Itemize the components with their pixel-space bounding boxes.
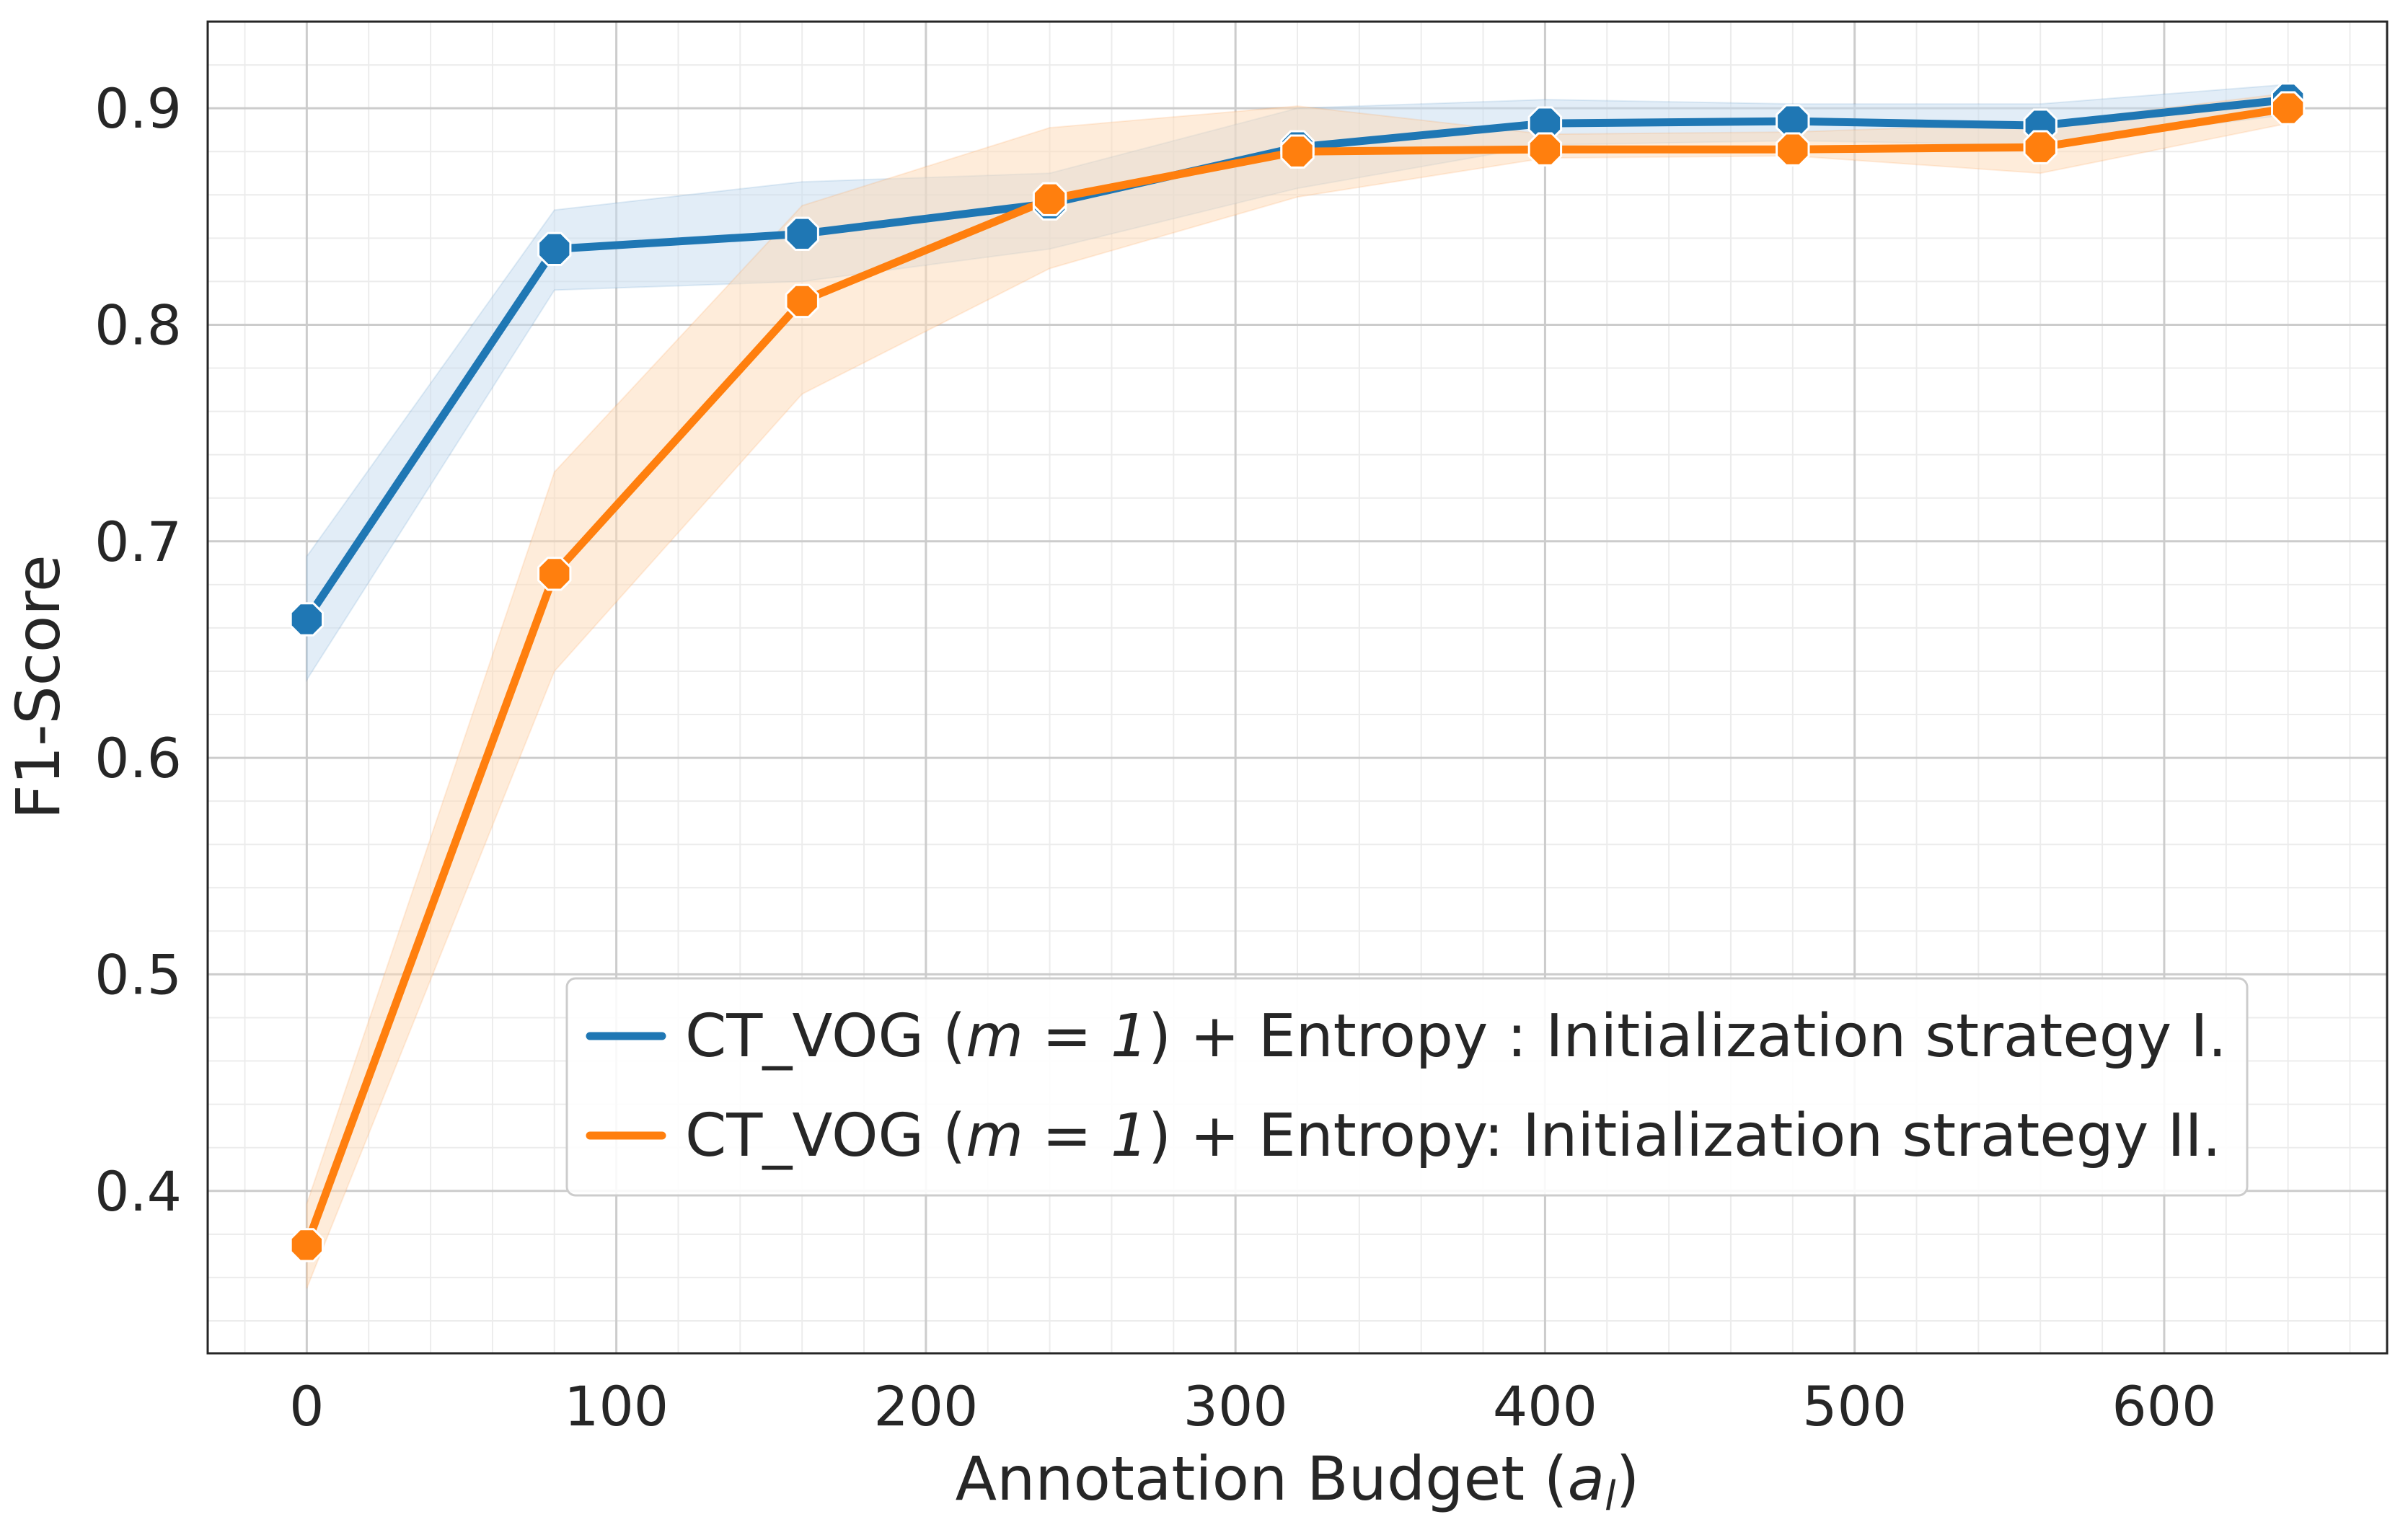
y-tick-label: 0.4 (94, 1159, 182, 1224)
x-tick-label: 0 (289, 1374, 324, 1438)
x-tick-label: 400 (1493, 1374, 1597, 1438)
data-point-series-1 (289, 602, 324, 637)
legend-box (565, 977, 2249, 1197)
y-tick-label: 0.6 (94, 726, 182, 790)
y-axis-label: F1-Score (3, 554, 74, 819)
data-point-series-1 (785, 216, 819, 251)
y-tick-label: 0.5 (94, 942, 182, 1007)
data-point-series-2 (1776, 132, 1810, 167)
data-point-series-2 (1280, 134, 1315, 169)
data-point-series-2 (2271, 91, 2306, 125)
data-point-series-2 (2023, 130, 2058, 164)
x-tick-label: 200 (873, 1374, 978, 1438)
x-axis-label: Annotation Budget (al) (956, 1443, 1640, 1520)
plot-frame (206, 20, 2389, 1355)
x-tick-label: 100 (564, 1374, 669, 1438)
data-point-series-2 (1032, 182, 1067, 216)
x-tick-label: 500 (1802, 1374, 1907, 1438)
x-tick-labels: 0 100 200 300 400 500 600 (289, 1374, 2216, 1438)
x-tick-label: 600 (2112, 1374, 2216, 1438)
legend: CT_VOG (m = 1) + Entropy : Initializatio… (565, 977, 2249, 1197)
y-tick-label: 0.7 (94, 510, 182, 574)
legend-entry-series-1: CT_VOG (m = 1) + Entropy : Initializatio… (685, 1002, 2227, 1071)
y-tick-label: 0.8 (94, 293, 182, 357)
data-point-series-2 (1527, 132, 1563, 167)
data-point-series-1 (537, 231, 572, 266)
series-markers (289, 82, 2306, 1262)
y-tick-label: 0.9 (94, 76, 182, 141)
data-point-series-2 (289, 1228, 324, 1262)
y-tick-labels: 0.4 0.5 0.6 0.7 0.8 0.9 (94, 76, 182, 1224)
legend-entry-series-2: CT_VOG (m = 1) + Entropy: Initialization… (685, 1102, 2221, 1170)
data-point-series-2 (785, 283, 819, 319)
data-point-series-2 (537, 557, 572, 591)
x-tick-label: 300 (1183, 1374, 1288, 1438)
